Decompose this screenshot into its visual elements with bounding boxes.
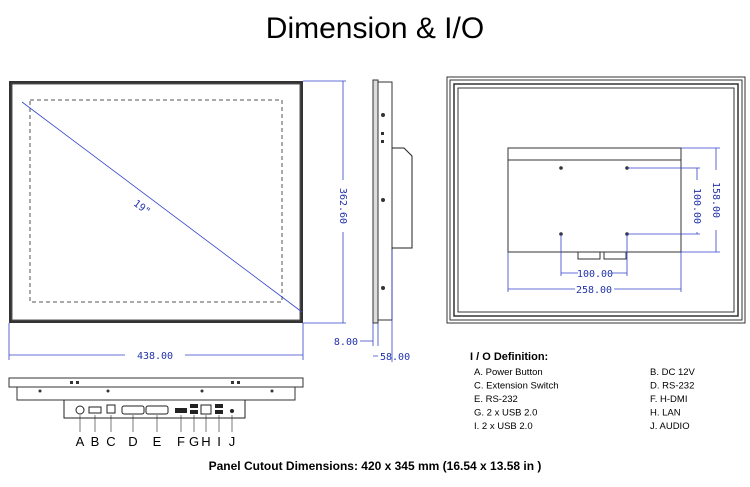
port-letter: E: [153, 434, 162, 449]
width-label: 438.00: [137, 351, 173, 362]
io-item: D. RS-232: [650, 381, 694, 392]
io-item: I. 2 x USB 2.0: [474, 421, 533, 432]
port: [200, 404, 212, 415]
depth-label: 58.00: [380, 352, 410, 363]
port-letter: J: [229, 434, 236, 449]
io-title: I / O Definition:: [470, 351, 548, 363]
box-width-label: 258.00: [576, 285, 612, 296]
port-letter: D: [128, 434, 137, 449]
io-definition: I / O Definition: A. Power Button B. DC 1…: [470, 351, 696, 432]
bezel-label: 8.00: [334, 337, 358, 348]
port: [190, 404, 198, 408]
vesa-horizontal-label: 100.00: [577, 269, 613, 280]
side-view: 8.00 58.00: [334, 79, 413, 363]
vesa-vertical-label: 100.00: [691, 188, 702, 224]
io-item: H. LAN: [650, 408, 681, 419]
port-letter: C: [106, 434, 115, 449]
io-item: F. H-DMI: [650, 394, 687, 405]
port: [121, 405, 145, 415]
io-item: A. Power Button: [474, 367, 543, 378]
port-letter: A: [76, 434, 85, 449]
port: [215, 404, 223, 408]
port: [88, 406, 102, 414]
title: Dimension & I/O: [266, 12, 484, 45]
port: [175, 408, 187, 413]
box-height-label: 158.00: [710, 182, 721, 218]
port: [145, 405, 169, 415]
io-item: E. RS-232: [474, 394, 518, 405]
height-label: 362.60: [337, 188, 348, 224]
port: [106, 404, 116, 414]
back-view: 100.00 158.00 100.00 258.00: [446, 76, 746, 324]
port: [215, 410, 223, 414]
port-letter: B: [91, 434, 100, 449]
io-item: G. 2 x USB 2.0: [474, 408, 537, 419]
port-letter: F: [177, 434, 185, 449]
port-letter: G: [189, 434, 199, 449]
io-item: B. DC 12V: [650, 367, 696, 378]
port-letter: I: [217, 434, 221, 449]
port-letter: H: [201, 434, 210, 449]
port: [230, 409, 234, 413]
footer: Panel Cutout Dimensions: 420 x 345 mm (1…: [209, 459, 542, 473]
front-view: 19" 362.60 438.00: [8, 80, 348, 362]
io-item: J. AUDIO: [650, 421, 690, 432]
port: [190, 410, 198, 414]
port: [75, 405, 85, 415]
io-item: C. Extension Switch: [474, 381, 558, 392]
